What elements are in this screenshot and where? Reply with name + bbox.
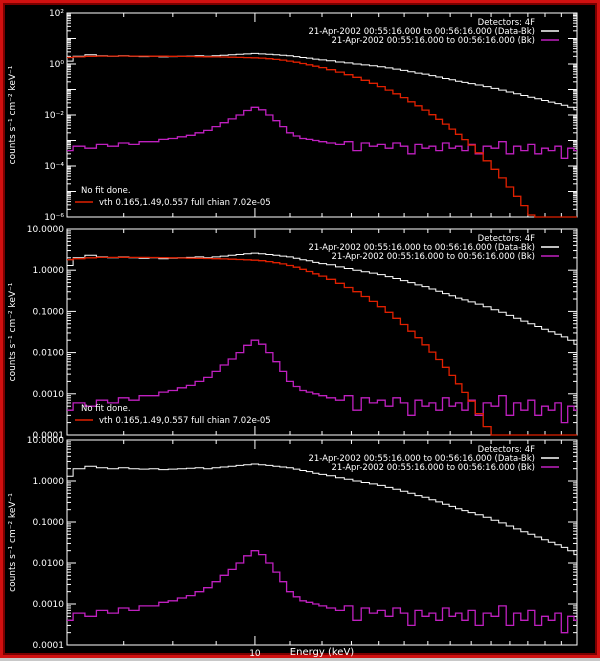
panel-1: 10⁻⁶ 10⁻⁴ 10⁻² 10⁰ 10² counts s⁻¹ cm⁻² keV⁻¹ D… xyxy=(8,9,578,223)
y-axis-label: counts s⁻¹ cm⁻² keV⁻¹ xyxy=(8,493,18,592)
y-tick-label: 10⁰ xyxy=(49,60,64,70)
panel-3: 0.0001 0.0010 0.0100 0.1000 1.0000 10.0000 cou… xyxy=(8,436,578,651)
y-tick-label: 0.0100 xyxy=(33,559,65,569)
y-tick-label: 1.0000 xyxy=(33,266,65,276)
legend-entry: 21-Apr-2002 00:55:16.000 to 00:56:16.000… xyxy=(332,36,536,46)
y-tick-label: 0.0001 xyxy=(33,431,65,441)
legend-title: Detectors: 4F xyxy=(478,18,535,28)
y-tick-label: 0.1000 xyxy=(33,307,65,317)
legend-entry: 21-Apr-2002 00:55:16.000 to 00:56:16.000… xyxy=(332,252,536,262)
series-bk xyxy=(67,550,577,634)
series-model xyxy=(67,55,577,218)
series-bk xyxy=(67,106,577,159)
y-tick-label: 10² xyxy=(49,9,64,19)
legend-entry: 21-Apr-2002 00:55:16.000 to 00:56:16.000… xyxy=(308,454,535,464)
series-data-minus-bk xyxy=(67,463,577,556)
annotation-fit-params: vth 0.165,1.49,0.557 full chian 7.02e-05 xyxy=(99,416,271,426)
legend-title: Detectors: 4F xyxy=(478,445,535,455)
y-tick-label: 10.0000 xyxy=(27,225,64,235)
y-tick-label: 0.0001 xyxy=(33,641,65,651)
x-axis-label: Energy (keV) xyxy=(290,647,355,658)
y-tick-label: 10⁻⁶ xyxy=(44,213,64,223)
y-tick-label: 10⁻⁴ xyxy=(44,162,64,172)
y-tick-label: 10⁻² xyxy=(44,111,64,121)
x-tick-label: 10 xyxy=(249,649,261,659)
series-data-minus-bk xyxy=(67,252,577,345)
legend-entry: 21-Apr-2002 00:55:16.000 to 00:56:16.000… xyxy=(308,27,535,37)
y-axis-label: counts s⁻¹ cm⁻² keV⁻¹ xyxy=(8,282,18,381)
y-axis-label: counts s⁻¹ cm⁻² keV⁻¹ xyxy=(8,65,18,164)
legend-title: Detectors: 4F xyxy=(478,234,535,244)
y-tick-label: 10.0000 xyxy=(27,436,64,446)
y-tick-label: 0.1000 xyxy=(33,518,65,528)
series-bk xyxy=(67,339,577,424)
panel-2: 0.0001 0.0010 0.0100 0.1000 1.0000 10.0000 cou… xyxy=(8,225,578,441)
y-tick-label: 0.0010 xyxy=(33,390,65,400)
annotation-no-fit: No fit done. xyxy=(81,186,131,196)
legend-entry: 21-Apr-2002 00:55:16.000 to 00:56:16.000… xyxy=(308,243,535,253)
series-model xyxy=(67,256,577,436)
annotation-no-fit: No fit done. xyxy=(81,404,131,414)
spectrum-plots: 10⁻⁶ 10⁻⁴ 10⁻² 10⁰ 10² counts s⁻¹ cm⁻² keV⁻¹ D… xyxy=(8,9,578,659)
annotation-fit-params: vth 0.165,1.49,0.557 full chian 7.02e-05 xyxy=(99,198,271,208)
y-tick-label: 1.0000 xyxy=(33,477,65,487)
legend-entry: 21-Apr-2002 00:55:16.000 to 00:56:16.000… xyxy=(332,463,536,473)
y-tick-label: 0.0100 xyxy=(33,349,65,359)
y-tick-label: 0.0010 xyxy=(33,600,65,610)
series-data-minus-bk xyxy=(67,52,577,111)
